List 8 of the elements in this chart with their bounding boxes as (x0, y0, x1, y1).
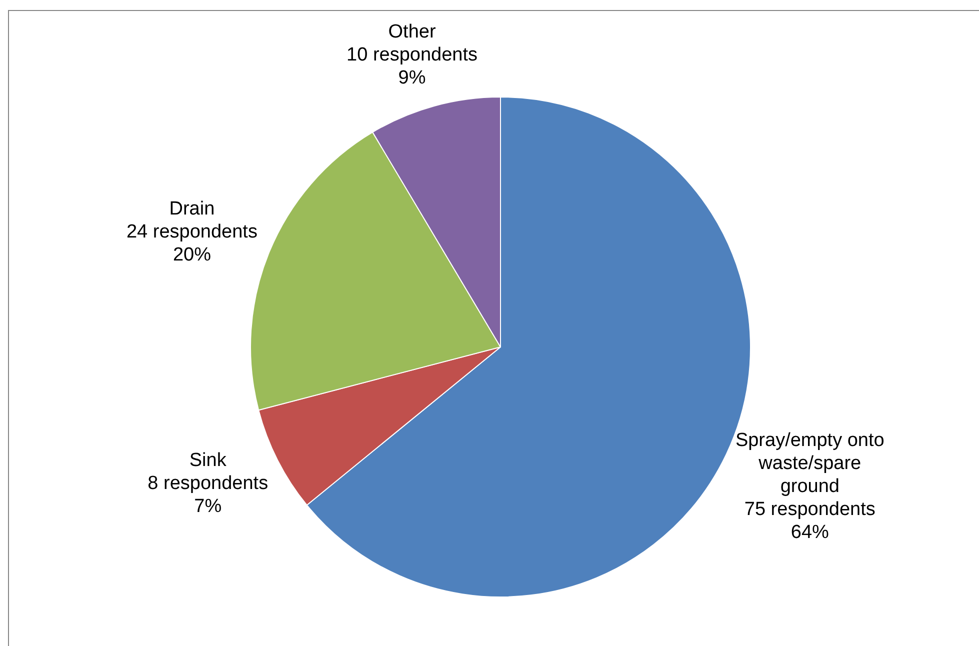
data-label: 24 respondents 20% (126, 221, 258, 266)
slice-label: Sink (189, 450, 227, 472)
data-label: 75 respondents 64% (744, 498, 876, 543)
slice-label: Spray/empty onto waste/spare ground (735, 430, 884, 497)
slice-label: Drain (169, 198, 215, 220)
slice-label: Other (388, 22, 436, 43)
data-label: 10 respondents 9% (346, 44, 478, 89)
data-label: 8 respondents 7% (148, 473, 268, 518)
